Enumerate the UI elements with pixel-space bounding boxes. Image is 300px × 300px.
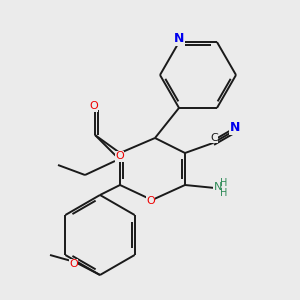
Text: O: O — [69, 260, 78, 269]
Text: N: N — [214, 182, 222, 192]
Text: O: O — [115, 152, 124, 161]
Text: N: N — [174, 32, 184, 45]
Text: H: H — [220, 188, 227, 197]
Text: C: C — [210, 133, 218, 142]
Text: O: O — [146, 196, 155, 206]
Text: H: H — [220, 178, 227, 188]
Text: N: N — [230, 121, 240, 134]
Text: O: O — [89, 101, 98, 111]
